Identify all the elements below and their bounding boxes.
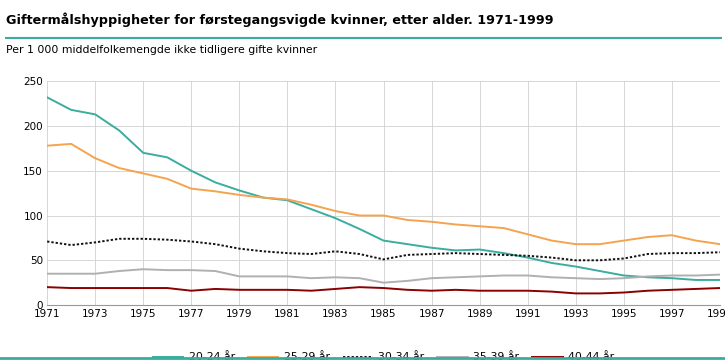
Text: Giftermålshyppigheter for førstegangsvigde kvinner, etter alder. 1971-1999: Giftermålshyppigheter for førstegangsvig…: [6, 13, 553, 27]
Text: Per 1 000 middelfolkemengde ikke tidligere gifte kvinner: Per 1 000 middelfolkemengde ikke tidlige…: [6, 45, 317, 55]
Legend: 20-24 år, 25-29 år, 30-34 år, 35-39 år, 40-44 år: 20-24 år, 25-29 år, 30-34 år, 35-39 år, …: [153, 352, 614, 361]
